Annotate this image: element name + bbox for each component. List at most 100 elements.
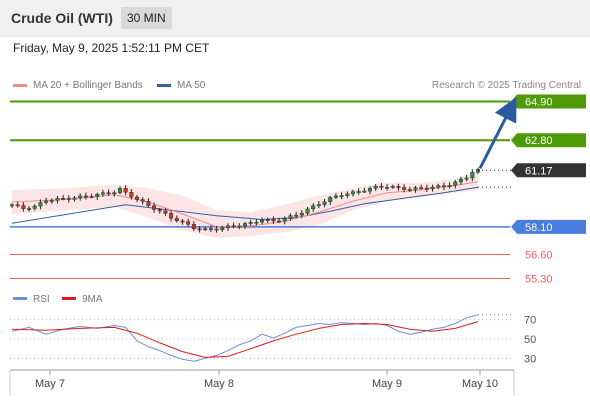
candle-body: [288, 215, 293, 219]
candle-body: [396, 186, 401, 188]
candle-body: [299, 212, 304, 216]
rsi-line: [11, 314, 479, 362]
candle-body: [277, 220, 282, 223]
candle-body: [464, 177, 469, 180]
candle-body: [373, 186, 378, 189]
rsi-swatch: [13, 297, 27, 300]
candle-body: [345, 193, 350, 196]
candle-body: [180, 220, 185, 223]
ma50-label: MA 50: [177, 80, 206, 91]
rsi-ma-line: [11, 321, 479, 358]
time-tick-label: May 7: [35, 378, 65, 390]
chart-header: Crude Oil (WTI) 30 MIN: [0, 0, 590, 37]
time-axis: May 7 May 8 May 9 May 10: [9, 369, 515, 396]
candle-body: [333, 195, 338, 198]
timestamp: Friday, May 9, 2025 1:52:11 PM CET: [13, 41, 210, 55]
candle-body: [265, 219, 270, 221]
candle-body: [413, 187, 418, 190]
candle-body: [430, 186, 435, 190]
candle-body: [316, 204, 321, 206]
candle-body: [208, 228, 213, 230]
candle-body: [220, 227, 225, 231]
candle-body: [106, 192, 111, 195]
instrument-title: Crude Oil (WTI): [11, 10, 113, 26]
candle-body: [174, 217, 179, 222]
candle-body: [271, 219, 276, 222]
candle-body: [424, 187, 429, 190]
candle-body: [436, 185, 441, 188]
candle-body: [311, 205, 316, 210]
ma20-swatch: [13, 84, 27, 87]
candle-body: [72, 197, 77, 200]
candle-body: [135, 196, 140, 200]
time-tick-label: May 8: [204, 378, 234, 390]
ma50-swatch: [157, 84, 171, 87]
candle-body: [328, 197, 333, 203]
candle-body: [129, 191, 134, 198]
candle-body: [254, 221, 259, 224]
candle-body: [169, 213, 174, 219]
projection-arrow: [478, 96, 517, 169]
candle-body: [402, 187, 407, 190]
candle-body: [407, 189, 412, 191]
candle-body: [15, 204, 20, 207]
ma20-label: MA 20 + Bollinger Bands: [33, 80, 143, 91]
rsi-tick-label: 70: [524, 315, 536, 327]
candle-body: [242, 223, 247, 227]
candle-body: [95, 194, 100, 197]
candle-body: [390, 186, 395, 188]
candle-body: [260, 219, 265, 223]
candle-body: [32, 205, 37, 209]
candle-body: [38, 202, 43, 207]
level-label-62.80: 62.80: [525, 135, 553, 147]
time-tick-label: May 9: [372, 378, 402, 390]
bollinger-band: [12, 171, 478, 238]
candle-body: [21, 205, 26, 209]
candle-body: [419, 187, 424, 189]
candle-body: [157, 209, 162, 212]
candle-body: [9, 204, 14, 207]
candle-body: [305, 208, 310, 214]
current-price-label: 61.17: [525, 165, 553, 177]
candle-body: [61, 198, 66, 200]
candle-body: [203, 228, 208, 230]
time-tick-label: May 10: [462, 378, 498, 390]
level-tag-58.10: [511, 219, 586, 234]
candle-body: [356, 191, 361, 193]
candle-body: [294, 214, 299, 217]
candle-body: [447, 185, 452, 187]
candle-body: [89, 196, 94, 198]
candle-body: [152, 205, 157, 210]
candle-body: [44, 200, 49, 203]
candle-body: [453, 181, 458, 186]
research-credit: Research © 2025 Trading Central: [431, 80, 581, 91]
candle-body: [117, 188, 122, 193]
candle-body: [214, 228, 219, 231]
candle-body: [197, 228, 202, 231]
candle-body: [441, 185, 446, 188]
rsi-legend-label: RSI: [33, 294, 50, 305]
legend-ma50: MA 50: [157, 80, 205, 91]
candle-body: [385, 186, 390, 189]
candle-body: [248, 222, 253, 224]
candle-body: [140, 199, 145, 202]
candle-body: [458, 178, 463, 183]
timeframe-button[interactable]: 30 MIN: [121, 7, 172, 29]
candle-body: [368, 188, 373, 192]
candle-body: [112, 192, 117, 195]
candle-body: [163, 210, 168, 214]
rsi-tick-label: 30: [524, 353, 536, 365]
level-label-56.60: 56.60: [525, 250, 553, 262]
candle-body: [470, 171, 475, 179]
candle-body: [350, 191, 355, 195]
candle-body: [362, 190, 367, 193]
candle-body: [379, 186, 384, 188]
candle-body: [146, 201, 151, 206]
candle-body: [231, 225, 236, 228]
current-price-tag: [511, 163, 586, 178]
candle-body: [322, 201, 327, 205]
candle-body: [66, 198, 71, 200]
candle-body: [55, 198, 60, 201]
level-label-58.10: 58.10: [525, 222, 553, 234]
